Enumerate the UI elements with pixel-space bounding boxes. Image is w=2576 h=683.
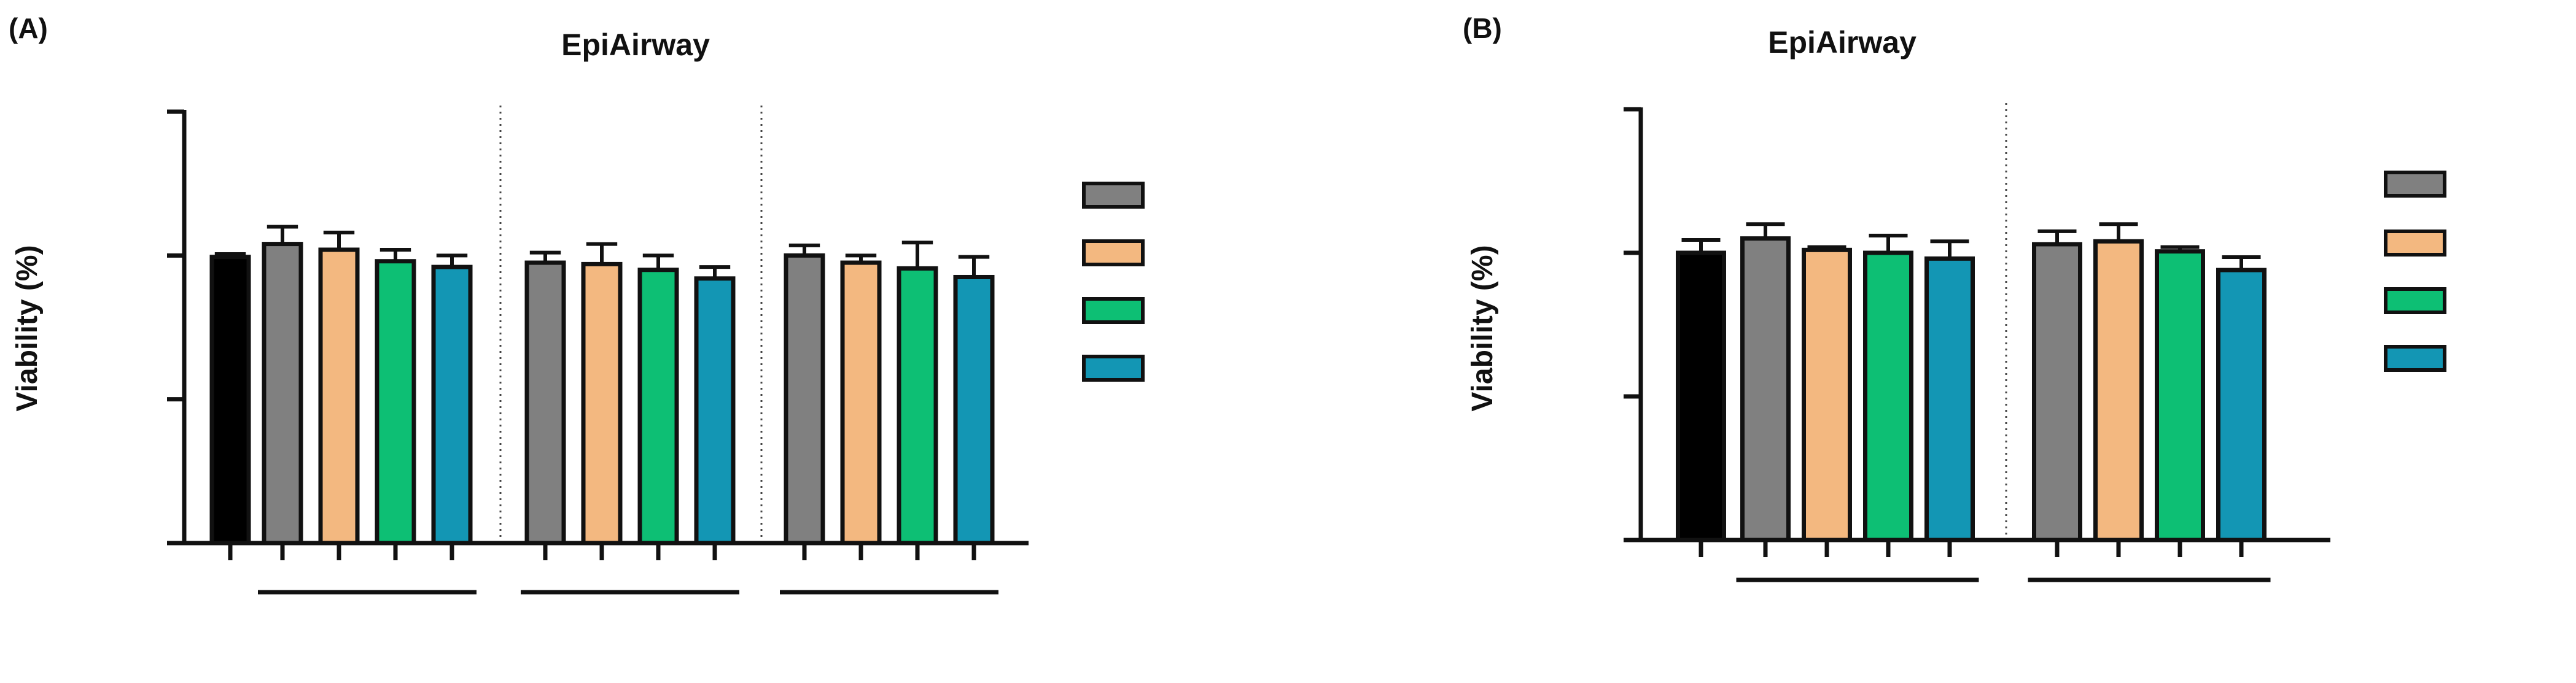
panel-b-bar-rut-o-4 (1924, 256, 1975, 542)
panel-b: (B) EpiAirway Viability (%) (1463, 12, 2446, 582)
panel-a-bar-control (209, 255, 251, 546)
panel-a: (A) EpiAirway Viability (%) (9, 12, 1145, 595)
panel-a-title: EpiAirway (561, 28, 710, 62)
panel-b-legend-swatch (2384, 345, 2446, 372)
panel-a-legend-swatch (1082, 297, 1145, 324)
panel-a-bar-rut-1 (262, 242, 303, 546)
panel-a-label: (A) (9, 12, 48, 44)
panel-b-bar-control (1676, 250, 1726, 542)
panel-b-title: EpiAirway (1768, 25, 1916, 60)
panel-a-bar-oa-2 (581, 261, 623, 546)
panel-a-bar-la-2 (840, 260, 882, 546)
panel-a-legend-swatch (1082, 239, 1145, 266)
panel-b-legend-swatch (2384, 171, 2446, 198)
panel-a-legend-swatch (1082, 182, 1145, 209)
panel-a-y-axis-label: Viability (%) (11, 245, 44, 411)
panel-a-bar-la-3 (897, 266, 938, 546)
panel-b-bar-rut-l-3 (2155, 249, 2205, 542)
panel-b-bar-rut-o-2 (1802, 247, 1852, 542)
panel-a-bar-oa-1 (524, 260, 566, 546)
panel-b-bar-rut-o-3 (1863, 250, 1913, 542)
panel-a-bar-rut-3 (375, 259, 416, 546)
panel-a-bar-oa-3 (637, 268, 679, 546)
panel-b-label: (B) (1463, 12, 1502, 44)
panel-b-legend-swatch (2384, 287, 2446, 314)
panel-b-y-axis-label: Viability (%) (1466, 245, 1499, 411)
panel-b-bar-rut-l-1 (2032, 242, 2082, 542)
panel-b-bar-rut-o-1 (1740, 236, 1791, 542)
panel-a-bar-la-1 (784, 253, 825, 546)
panel-a-bar-la-4 (953, 274, 995, 546)
panel-b-legend-swatch (2384, 230, 2446, 257)
panel-a-bar-rut-4 (431, 264, 473, 546)
panel-b-bar-rut-l-4 (2216, 268, 2267, 542)
panel-b-bar-rut-l-2 (2093, 239, 2144, 542)
panel-a-legend-swatch (1082, 355, 1145, 382)
panel-a-bar-rut-2 (318, 247, 360, 546)
panel-a-bar-oa-4 (694, 276, 736, 546)
